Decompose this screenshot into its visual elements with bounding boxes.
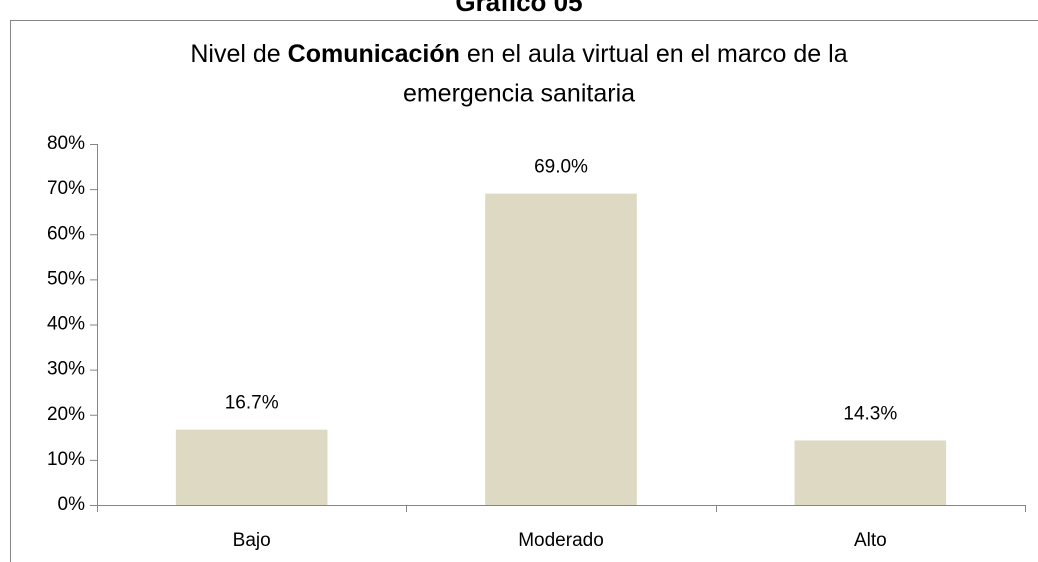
data-label: 16.7% (225, 393, 279, 414)
bar (485, 193, 637, 505)
y-tick-label: 70% (47, 178, 85, 199)
chart-frame (10, 20, 1038, 562)
data-label: 69.0% (534, 157, 588, 178)
heading: Gráfico 05 (455, 0, 582, 17)
y-tick-label: 50% (47, 268, 85, 289)
chart-title: emergencia sanitaria (403, 80, 635, 108)
data-label: 14.3% (843, 403, 897, 424)
chart-title: Nivel de Comunicación en el aula virtual… (190, 40, 847, 68)
title-bold: Comunicación (288, 40, 460, 68)
x-tick-label: Bajo (233, 530, 271, 551)
bar (794, 440, 947, 505)
bar (175, 429, 328, 505)
y-tick-label: 30% (47, 359, 85, 380)
title-part: Nivel de (190, 40, 280, 68)
x-tick-label: Alto (854, 530, 887, 551)
y-tick-label: 0% (58, 494, 86, 515)
y-tick-label: 10% (47, 449, 85, 470)
y-tick-label: 80% (47, 133, 85, 154)
y-tick-label: 20% (47, 404, 85, 425)
y-tick-label: 40% (47, 314, 85, 335)
x-tick-label: Moderado (518, 530, 604, 551)
y-tick-label: 60% (47, 223, 85, 244)
title-part: en el aula virtual en el marco de la (467, 40, 848, 68)
